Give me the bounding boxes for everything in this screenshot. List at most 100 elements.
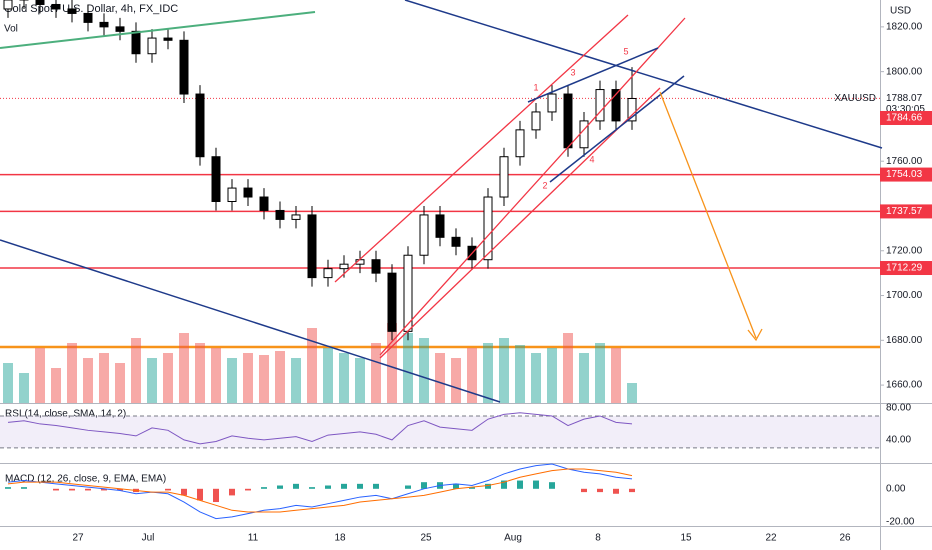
- candle-body: [419, 214, 429, 256]
- volume-bar: [83, 358, 93, 403]
- macd-hist: [261, 487, 267, 489]
- volume-bar: [275, 351, 285, 403]
- macd-hist: [245, 488, 251, 491]
- volume-bar: [227, 358, 237, 403]
- candle-body: [371, 259, 381, 274]
- candle-body: [195, 93, 205, 158]
- volume-bar: [371, 343, 381, 403]
- x-tick-label: 26: [839, 533, 851, 544]
- x-tick-label: 22: [765, 533, 777, 544]
- candle-body: [547, 93, 557, 113]
- candle-body: [163, 37, 173, 41]
- x-tick-label: 8: [595, 533, 601, 544]
- candle-body: [259, 196, 269, 211]
- candle-body: [83, 12, 93, 23]
- macd-hist: [197, 488, 203, 501]
- rsi-band: [0, 415, 880, 448]
- volume-bar: [595, 343, 605, 403]
- candle-body: [515, 129, 525, 158]
- y-tick-label: 1720.00: [886, 245, 923, 256]
- signal-line: [7, 468, 633, 513]
- y-tick-label: 1820.00: [886, 22, 923, 33]
- macd-hist: [405, 485, 411, 489]
- macd-hist: [21, 487, 27, 489]
- candle-body: [483, 196, 493, 261]
- candle-body: [627, 98, 637, 122]
- level-label: 1737.57: [886, 206, 923, 217]
- volume-bar: [51, 368, 61, 403]
- wedge-line: [527, 47, 659, 103]
- ticker-label: XAUUSD: [834, 93, 876, 104]
- level-tag: [880, 167, 932, 182]
- volume-label: Vol: [4, 24, 18, 35]
- volume-bar: [179, 333, 189, 403]
- x-tick-label: 27: [72, 533, 84, 544]
- volume-bar: [547, 348, 557, 403]
- x-tick-label: 25: [420, 533, 432, 544]
- channel-line: [379, 87, 661, 359]
- macd-hist: [85, 488, 91, 491]
- volume-bar: [483, 343, 493, 403]
- macd-hist: [341, 483, 347, 489]
- macd-hist: [629, 488, 635, 493]
- volume-bar: [195, 343, 205, 403]
- trend-line: [404, 0, 883, 149]
- candle-body: [35, 0, 45, 5]
- candle-body: [51, 3, 61, 10]
- wave-label: 5: [623, 46, 628, 56]
- candle-body: [307, 214, 317, 279]
- volume-bar: [339, 353, 349, 403]
- volume-bar: [291, 358, 301, 403]
- wave-label: 4: [589, 154, 594, 164]
- level-label: 1784.66: [886, 113, 923, 124]
- macd-hist: [485, 483, 491, 489]
- candle-body: [563, 93, 573, 149]
- macd-hist: [181, 488, 187, 496]
- y-tick-label: 1760.00: [886, 156, 923, 167]
- macd-hist: [277, 485, 283, 489]
- macd-hist: [517, 480, 523, 489]
- volume-bar: [131, 338, 141, 403]
- volume-bar: [451, 358, 461, 403]
- candle-body: [339, 263, 349, 270]
- macd-hist: [309, 487, 315, 489]
- volume-bar: [563, 333, 573, 403]
- macd-hist: [581, 488, 587, 493]
- y-tick-label: 40.00: [886, 435, 911, 446]
- wave-label: 3: [570, 67, 575, 77]
- rsi-line: [7, 412, 633, 445]
- volume-bar: [387, 323, 397, 403]
- macd-hist: [117, 488, 123, 491]
- candle-body: [403, 254, 413, 332]
- candle-body: [99, 21, 109, 28]
- y-tick-label: -20.00: [886, 517, 915, 528]
- candle-body: [435, 214, 445, 238]
- candle-body: [611, 89, 621, 122]
- candle-body: [227, 187, 237, 202]
- candle-body: [595, 89, 605, 122]
- level-tag: [880, 110, 932, 125]
- volume-bar: [163, 353, 173, 403]
- macd-hist: [165, 488, 171, 491]
- forecast-arrow: [659, 91, 757, 339]
- wave-label: 2: [542, 180, 547, 190]
- volume-bar: [419, 338, 429, 403]
- y-tick-label: 1800.00: [886, 66, 923, 77]
- macd-hist: [453, 483, 459, 489]
- candle-body: [243, 187, 253, 198]
- macd-hist: [597, 488, 603, 493]
- candle-body: [531, 111, 541, 131]
- x-tick-label: Jul: [142, 533, 155, 544]
- volume-bar: [211, 348, 221, 403]
- macd-hist: [357, 483, 363, 489]
- level-tag: [880, 261, 932, 276]
- trend-line: [0, 11, 316, 49]
- candle-body: [131, 30, 141, 55]
- macd-hist: [549, 482, 555, 489]
- volume-bar: [467, 348, 477, 403]
- macd-hist: [373, 483, 379, 489]
- volume-bar: [627, 383, 637, 403]
- volume-bar: [243, 353, 253, 403]
- macd-hist: [533, 480, 539, 489]
